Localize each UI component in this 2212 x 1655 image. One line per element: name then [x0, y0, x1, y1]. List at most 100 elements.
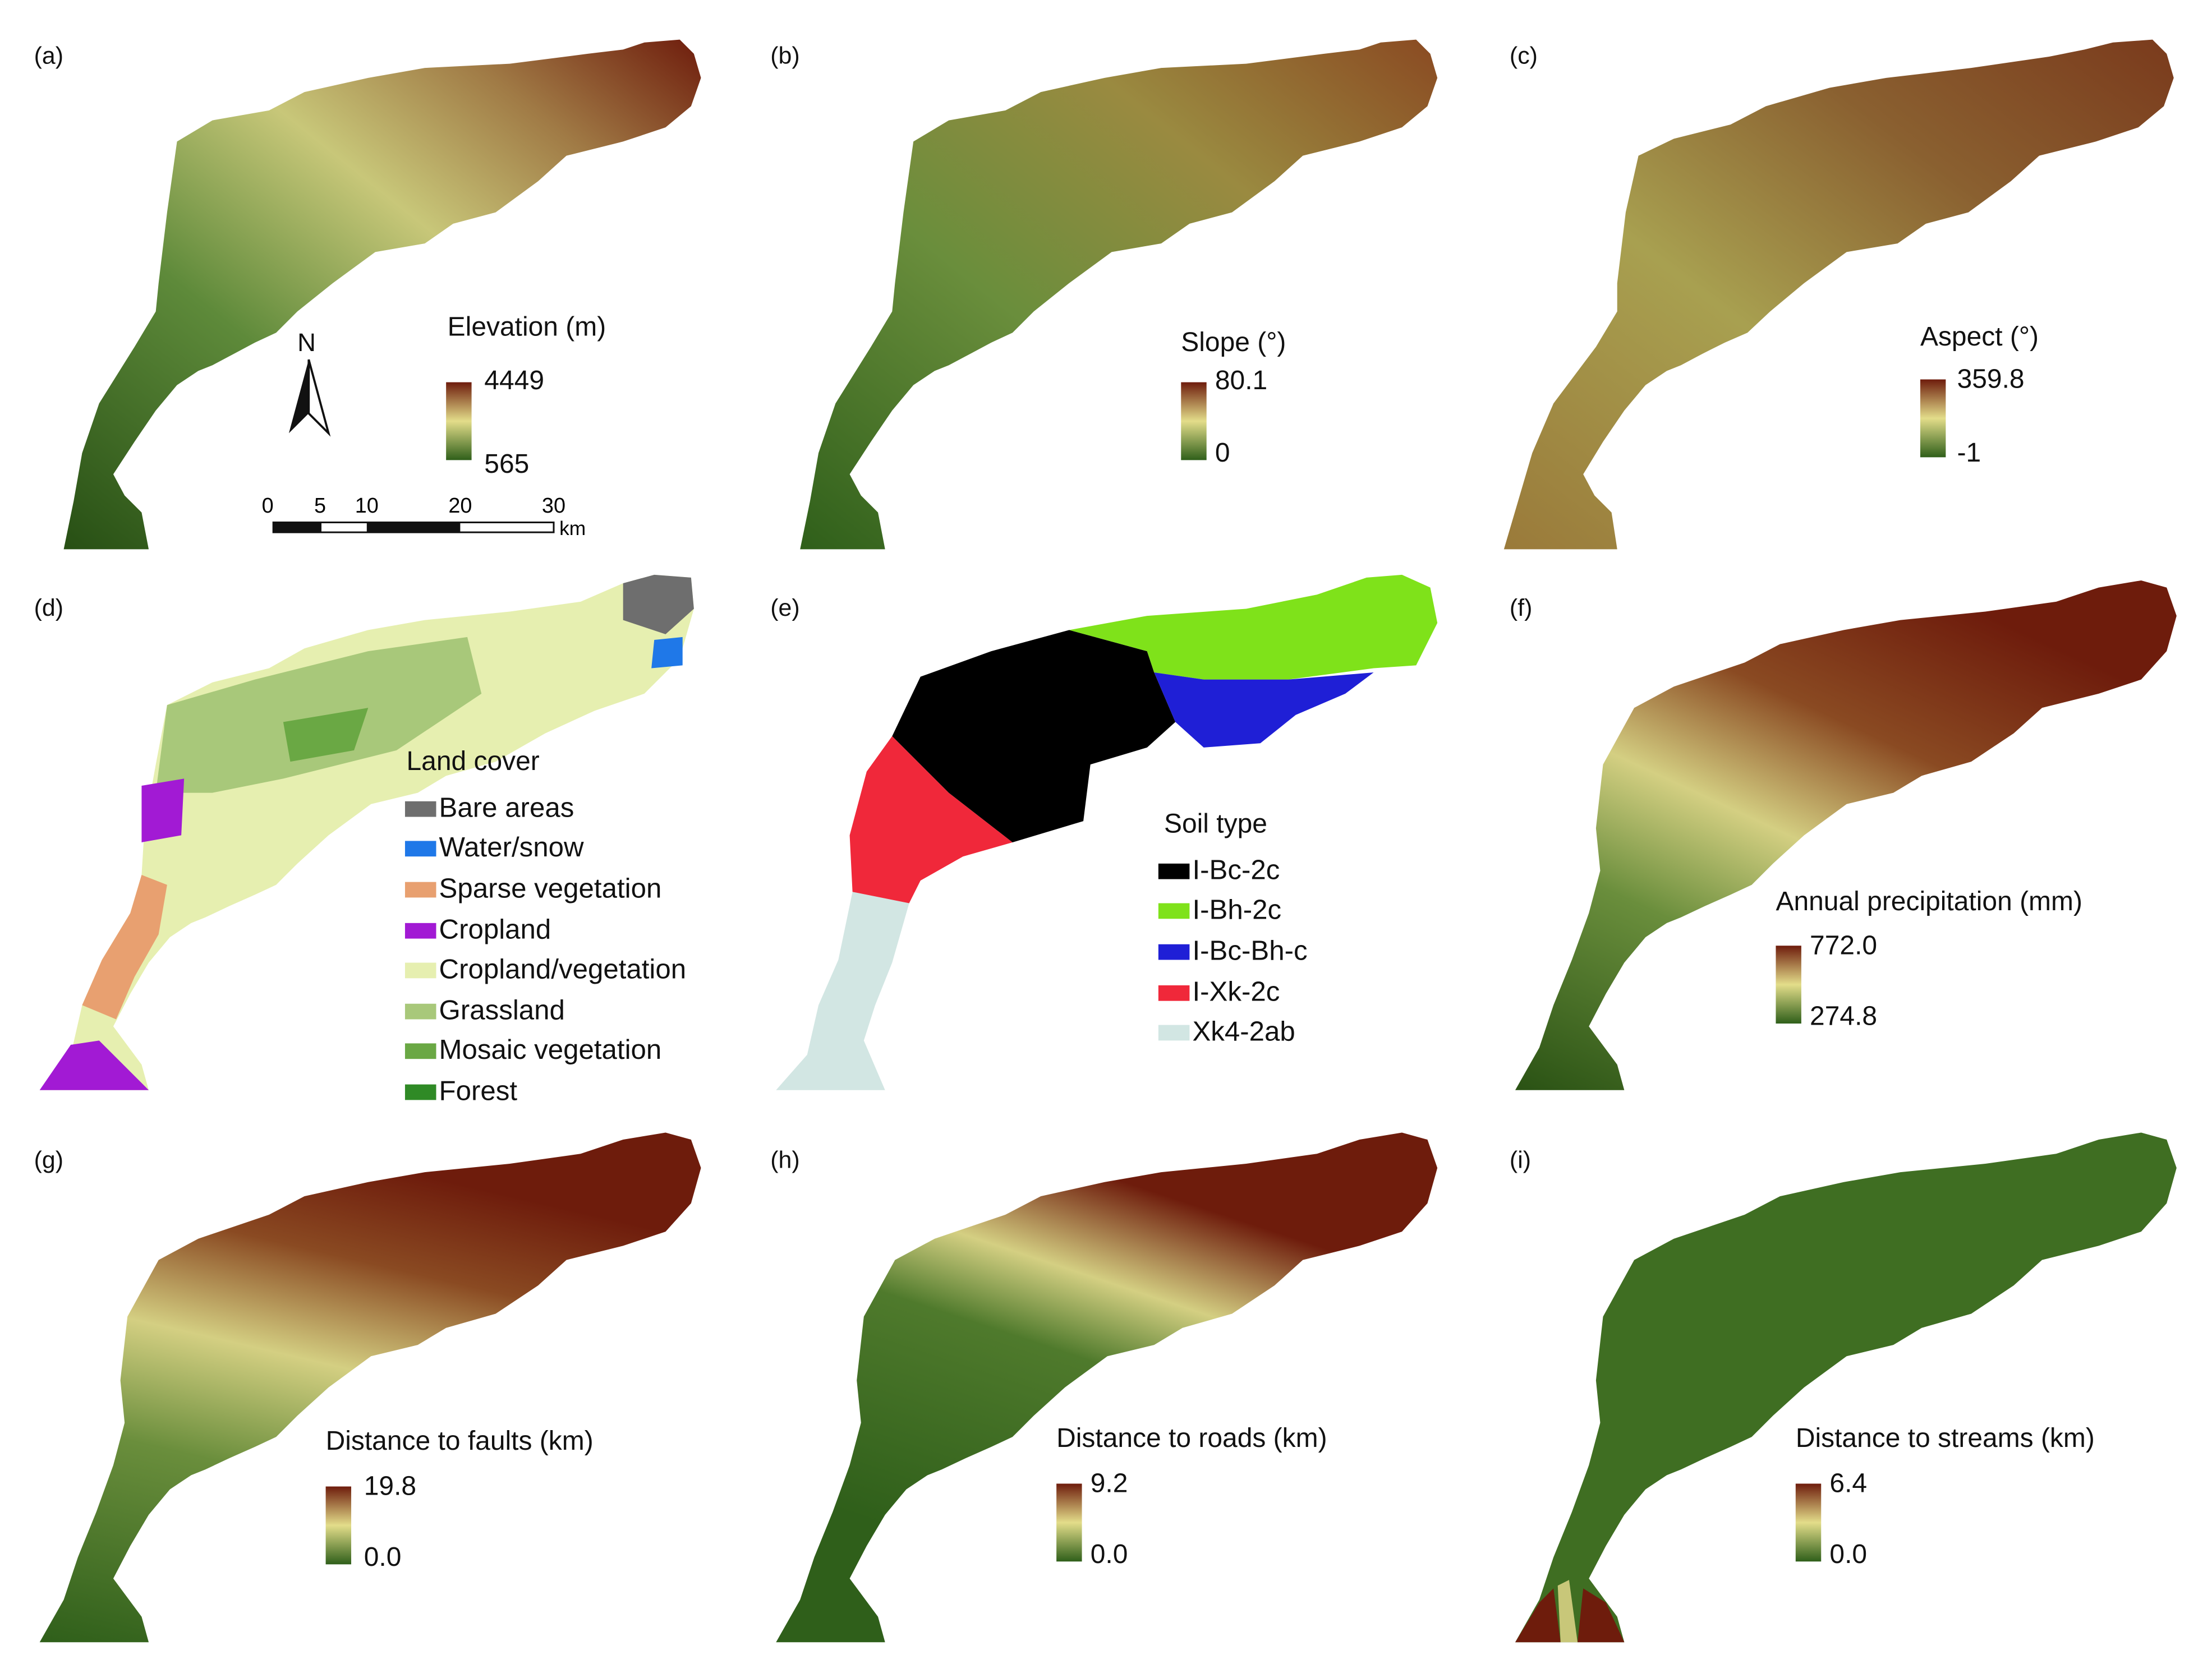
- legend-item: Grassland: [404, 991, 686, 1031]
- watershed-map: [1503, 39, 2174, 550]
- panel-label: (h): [770, 1146, 800, 1174]
- legend-swatch: [1158, 903, 1190, 920]
- legend-colorbar: [1056, 1483, 1082, 1562]
- panel-d-land-cover: (d) Land cover Bare areas Water/snow Spa…: [0, 552, 737, 1107]
- panel-g-distance-to-faults: (g) Distance to faults (km) 19.8 0.0: [0, 1104, 737, 1653]
- scale-tick-5: 5: [314, 494, 326, 518]
- legend-item-label: I-Xk-2c: [1192, 976, 1280, 1008]
- watershed-map: [1515, 580, 2177, 1090]
- legend-item: Sparse vegetation: [404, 869, 686, 910]
- watershed-map: [1515, 1132, 2177, 1643]
- legend-title: Distance to roads (km): [1056, 1424, 1327, 1454]
- legend-max: 80.1: [1215, 366, 1268, 397]
- north-label: N: [297, 328, 316, 357]
- legend-swatch: [404, 841, 436, 858]
- legend-item: Xk4-2ab: [1158, 1013, 1308, 1053]
- legend-title: Elevation (m): [447, 312, 606, 343]
- legend-colorbar: [446, 382, 472, 460]
- legend-max: 9.2: [1090, 1469, 1128, 1500]
- legend-min: 0.0: [1090, 1540, 1128, 1570]
- scale-tick-10: 10: [355, 494, 379, 518]
- legend-swatch: [404, 1003, 436, 1019]
- legend-item-label: Grassland: [439, 994, 565, 1026]
- legend-item-label: Water/snow: [439, 833, 584, 864]
- legend-swatch: [1158, 984, 1190, 1001]
- legend-item: Cropland/vegetation: [404, 951, 687, 991]
- panel-i-distance-to-streams: (i) Distance to streams (km) 6.4 0.0: [1475, 1104, 2212, 1653]
- legend-swatch: [1158, 944, 1190, 960]
- legend-colorbar: [325, 1486, 352, 1565]
- legend-swatch: [404, 962, 436, 979]
- watershed-map: [39, 1132, 701, 1643]
- legend-item: Forest: [404, 1072, 686, 1112]
- panel-label: (a): [34, 42, 64, 70]
- legend-swatch: [404, 801, 436, 817]
- scale-tick-30: 30: [542, 494, 565, 518]
- scale-tick-0: 0: [262, 494, 274, 518]
- legend-item-label: Bare areas: [439, 792, 574, 824]
- legend-swatch: [404, 922, 436, 938]
- legend-item-label: Cropland/vegetation: [439, 954, 687, 986]
- panel-label: (e): [770, 594, 800, 622]
- legend-item-label: Xk4-2ab: [1192, 1016, 1295, 1048]
- legend-max: 19.8: [364, 1472, 417, 1502]
- panel-h-distance-to-roads: (h) Distance to roads (km) 9.2 0.0: [737, 1104, 1473, 1653]
- legend-colorbar: [1181, 382, 1207, 460]
- legend-item-label: Sparse vegetation: [439, 873, 662, 905]
- legend-min: -1: [1957, 439, 1981, 469]
- legend-item-label: Mosaic vegetation: [439, 1035, 662, 1067]
- legend-item-label: I-Bh-2c: [1192, 895, 1282, 926]
- legend-item-label: I-Bc-2c: [1192, 855, 1280, 886]
- legend-colorbar: [1920, 379, 1946, 458]
- legend-swatch: [404, 1044, 436, 1060]
- scale-bar: 0 5 10 20 30 km: [262, 494, 586, 540]
- legend-colorbar: [1795, 1483, 1822, 1562]
- legend-swatch: [404, 882, 436, 898]
- watershed-map: [63, 39, 701, 550]
- legend-swatch: [404, 1084, 436, 1100]
- panel-a-elevation: (a) Elevation (m) 4449 565 N 0 5 10 20 3…: [0, 0, 737, 550]
- watershed-map: [39, 574, 694, 1090]
- legend-title: Slope (°): [1181, 328, 1286, 358]
- panel-f-precipitation: (f) Annual precipitation (mm) 772.0 274.…: [1475, 552, 2212, 1101]
- panel-label: (f): [1509, 594, 1533, 622]
- panel-c-aspect: (c) Aspect (°) 359.8 -1: [1475, 0, 2212, 550]
- legend-min: 0.0: [364, 1543, 402, 1573]
- legend-title: Aspect (°): [1920, 322, 2039, 353]
- legend-colorbar: [1776, 946, 1801, 1024]
- scale-unit: km: [559, 518, 586, 540]
- legend-title: Land cover: [406, 747, 540, 777]
- legend-item-label: Cropland: [439, 914, 551, 946]
- panel-label: (d): [34, 594, 64, 622]
- legend-title: Distance to streams (km): [1795, 1424, 2095, 1454]
- legend-swatch: [1158, 863, 1190, 879]
- panel-e-soil-type: (e) Soil type I-Bc-2c I-Bh-2c I-Bc-Bh-c …: [737, 552, 1473, 1101]
- watershed-map: [776, 574, 1438, 1090]
- legend-min: 0: [1215, 439, 1230, 469]
- legend-item: I-Bc-2c: [1158, 851, 1308, 891]
- scale-tick-20: 20: [448, 494, 472, 518]
- legend-item: Bare areas: [404, 789, 686, 829]
- legend-title: Annual precipitation (mm): [1776, 887, 2082, 918]
- panel-label: (g): [34, 1146, 64, 1174]
- legend-max: 6.4: [1829, 1469, 1868, 1500]
- legend-swatch: [1158, 1025, 1190, 1041]
- legend-item-label: I-Bc-Bh-c: [1192, 935, 1308, 967]
- north-arrow-icon: N: [288, 328, 331, 437]
- legend-item: I-Bh-2c: [1158, 891, 1308, 932]
- panel-label: (c): [1509, 42, 1538, 70]
- legend-min: 274.8: [1810, 1002, 1878, 1032]
- legend-categories: I-Bc-2c I-Bh-2c I-Bc-Bh-c I-Xk-2c Xk4-2a…: [1158, 851, 1308, 1053]
- legend-min: 0.0: [1829, 1540, 1868, 1570]
- panel-b-slope: (b) Slope (°) 80.1 0: [737, 0, 1473, 550]
- legend-item: I-Bc-Bh-c: [1158, 932, 1308, 972]
- legend-max: 359.8: [1957, 365, 2025, 395]
- watershed-map: [776, 1132, 1438, 1643]
- legend-title: Soil type: [1164, 809, 1267, 840]
- legend-min: 565: [484, 450, 530, 480]
- watershed-map: [800, 39, 1438, 550]
- panel-label: (i): [1509, 1146, 1532, 1174]
- legend-title: Distance to faults (km): [325, 1427, 594, 1457]
- legend-max: 4449: [484, 366, 545, 397]
